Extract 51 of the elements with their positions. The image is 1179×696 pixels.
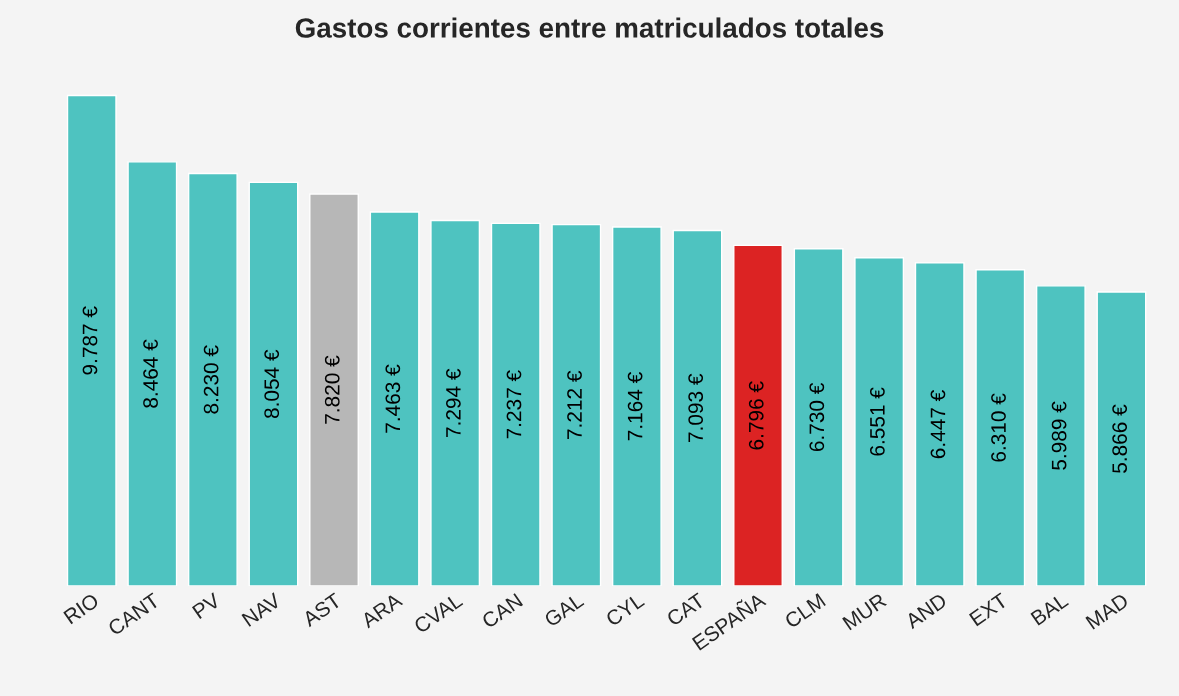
data-label: 6.551 € (870, 387, 885, 456)
chart-title: Gastos corrientes entre matriculados totales (295, 17, 884, 38)
x-tick-label: GAL (543, 592, 585, 628)
data-label: 6.796 € (748, 381, 764, 450)
data-label: 7.164 € (627, 372, 643, 441)
data-label: 5.989 € (1051, 401, 1067, 470)
x-tick-label: CVAL (413, 592, 464, 634)
bar (187, 172, 238, 587)
data-label: 7.093 € (688, 373, 704, 442)
bar (490, 222, 541, 587)
x-tick-label: BAL (1030, 592, 1069, 626)
data-label: 5.866 € (1112, 404, 1128, 473)
x-tick-label: ARA (359, 592, 404, 629)
x-tick-label: RIO (63, 592, 100, 625)
x-tick-label: AND (904, 592, 948, 630)
data-label: 8.054 € (264, 349, 280, 419)
bar (733, 244, 783, 587)
x-tick-label: CYL (604, 592, 646, 627)
data-label: 7.294 € (446, 368, 461, 437)
x-tick-label: PV (191, 592, 222, 619)
bar (369, 211, 420, 587)
x-tick-label: CAN (480, 593, 524, 629)
bar (914, 262, 965, 587)
data-label: 9.787 € (82, 306, 98, 375)
x-tick-label: NAV (241, 592, 283, 627)
data-label: 6.447 € (930, 390, 946, 459)
data-label: 7.463 € (385, 364, 401, 433)
data-label: 6.310 € (991, 393, 1006, 462)
bar (793, 248, 844, 587)
x-tick-label: MAD (1085, 592, 1130, 630)
x-tick-label: AST (301, 592, 343, 628)
bar (1096, 291, 1147, 587)
bar (975, 269, 1026, 587)
bar (430, 219, 481, 587)
data-label: 8.230 € (203, 345, 219, 414)
bar (309, 193, 359, 587)
bar (672, 229, 723, 587)
x-tick-label: CLM (783, 593, 826, 629)
bar (248, 181, 299, 587)
data-label: 7.212 € (567, 370, 582, 439)
bar (127, 161, 178, 587)
data-label: 8.464 € (143, 339, 158, 408)
data-label: 6.730 € (809, 382, 825, 452)
data-label: 7.237 € (506, 370, 522, 439)
x-tick-label: EXT (968, 592, 1009, 627)
bar (854, 257, 905, 587)
bar (1035, 285, 1086, 587)
data-label: 7.820 € (324, 355, 340, 424)
bar (66, 94, 117, 587)
bar (551, 223, 602, 587)
bar (611, 226, 662, 587)
